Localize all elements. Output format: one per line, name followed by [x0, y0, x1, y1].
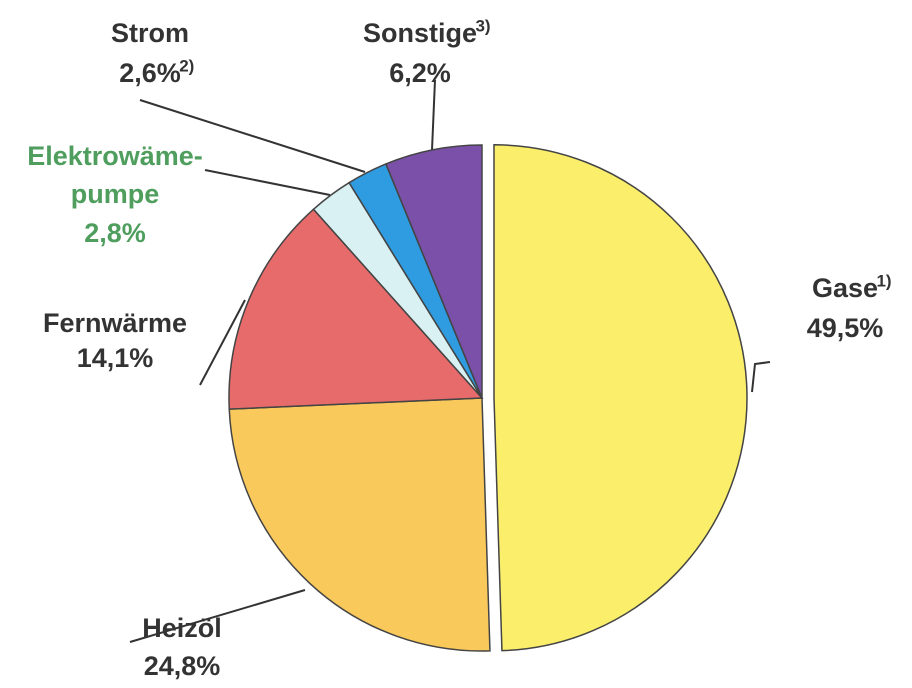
- leader-line: [751, 361, 771, 393]
- footnote-marker: 3): [475, 16, 490, 35]
- footnote-marker: 1): [876, 271, 891, 290]
- leader-lines: [129, 79, 771, 643]
- label-line: Elektrowäme-: [27, 141, 203, 171]
- pie-slice: [228, 208, 484, 410]
- pie-slice: [384, 144, 483, 399]
- value-label: 24,8%: [144, 651, 221, 681]
- value-label: 14,1%: [77, 343, 154, 373]
- category-label: Sonstige: [363, 18, 477, 48]
- value-label: 2,8%: [84, 218, 146, 248]
- value-label: 49,5%: [807, 313, 884, 343]
- category-label: Heizöl: [142, 613, 222, 643]
- leader-line: [139, 99, 366, 173]
- category-label: Gase: [812, 273, 878, 303]
- pie: [228, 144, 748, 652]
- value-label: 2,6%: [119, 58, 181, 88]
- category-label: Fernwärme: [43, 308, 187, 338]
- leader-line: [204, 169, 331, 196]
- category-label: Elektrowäme-pumpe: [27, 141, 203, 209]
- category-label: Strom: [111, 18, 189, 48]
- pie-slice: [493, 144, 748, 652]
- leader-line: [129, 589, 306, 643]
- leader-line: [431, 79, 436, 151]
- value-label: 6,2%: [389, 58, 451, 88]
- label-line: pumpe: [71, 179, 160, 209]
- pie-slice: [228, 397, 491, 652]
- leader-line: [199, 299, 246, 386]
- footnote-marker: 2): [179, 56, 194, 75]
